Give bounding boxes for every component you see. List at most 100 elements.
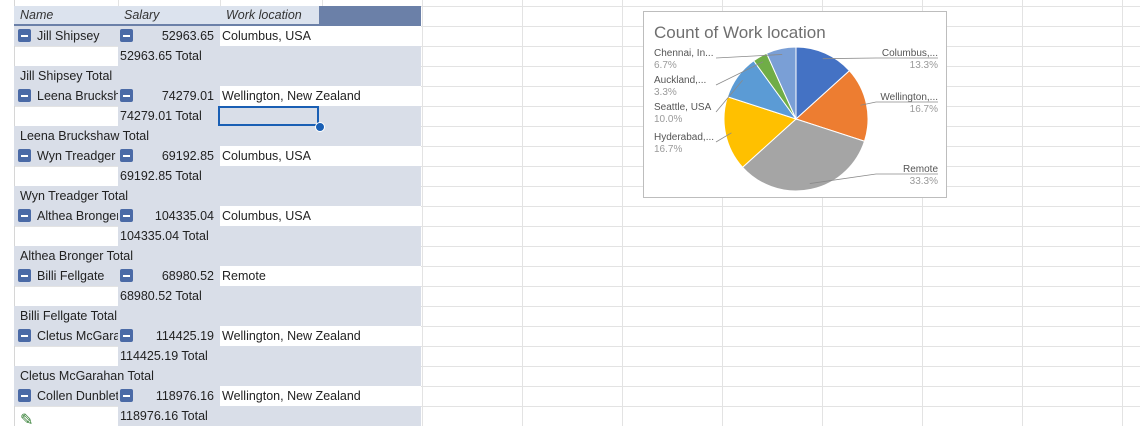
collapse-icon[interactable] xyxy=(120,269,133,282)
location-cell[interactable]: Columbus, USA xyxy=(220,146,421,166)
collapse-icon[interactable] xyxy=(120,89,133,102)
name-cell[interactable]: Jill Shipsey xyxy=(14,26,118,46)
slice-label: Wellington,... xyxy=(880,92,938,103)
salary-subtotal-row: 68980.52 Total xyxy=(14,286,421,306)
collapse-icon[interactable] xyxy=(120,389,133,402)
salary-total-text: 68980.52 Total xyxy=(120,289,202,303)
name-cell[interactable]: Collen Dunbleton xyxy=(14,386,118,406)
pie-slice xyxy=(723,96,797,168)
gridline-col xyxy=(622,0,623,426)
salary-cell[interactable]: 114425.19 xyxy=(118,326,220,346)
salary-cell[interactable]: 104335.04 xyxy=(118,206,220,226)
collapse-icon[interactable] xyxy=(18,269,31,283)
group-total-row: Wyn Treadger Total xyxy=(14,186,421,206)
name-text: Billi Fellgate xyxy=(37,269,105,283)
gridline-col xyxy=(1122,0,1123,426)
name-text: Collen Dunbleton xyxy=(37,389,118,403)
group-total-cell[interactable]: Wyn Treadger Total xyxy=(14,186,421,206)
salary-total-cell[interactable]: 114425.19 Total xyxy=(118,346,421,366)
name-cell[interactable]: Leena Bruckshaw xyxy=(14,86,118,106)
name-text: Cletus McGarahan xyxy=(37,329,118,343)
salary-cell[interactable]: 118976.16 xyxy=(118,386,220,406)
slice-label: Auckland,... xyxy=(654,75,706,86)
name-text: Althea Bronger xyxy=(37,209,118,223)
group-total-cell[interactable]: Cletus McGarahan Total xyxy=(14,366,421,386)
location-cell[interactable]: Wellington, New Zealand xyxy=(220,326,421,346)
slice-label: Hyderabad,... xyxy=(654,132,714,143)
group-total-cell[interactable]: Jill Shipsey Total xyxy=(14,66,421,86)
location-cell[interactable]: Columbus, USA xyxy=(220,206,421,226)
name-cell[interactable]: Cletus McGarahan xyxy=(14,326,118,346)
collapse-icon[interactable] xyxy=(18,29,31,43)
leader-line xyxy=(715,61,764,86)
chart-title: Count of Work location xyxy=(654,23,826,42)
salary-total-text: 74279.01 Total xyxy=(120,109,202,123)
salary-total-cell[interactable]: 104335.04 Total xyxy=(118,226,421,246)
salary-total-text: 104335.04 Total xyxy=(120,229,209,243)
location-cell[interactable]: Remote xyxy=(220,266,421,286)
active-cell-selection[interactable] xyxy=(218,106,319,126)
header-work-location[interactable]: Work location xyxy=(226,8,302,22)
header-salary[interactable]: Salary xyxy=(124,8,160,22)
salary-cell[interactable]: 52963.65 xyxy=(118,26,220,46)
pivot-table[interactable]: Name Salary Work location Jill Shipsey 52… xyxy=(14,6,421,426)
salary-subtotal-row: 74279.01 Total xyxy=(14,106,421,126)
salary-total-cell[interactable]: 118976.16 Total xyxy=(118,406,421,426)
salary-total-text: 114425.19 Total xyxy=(120,349,208,363)
leader-line xyxy=(715,132,732,143)
collapse-icon[interactable] xyxy=(120,149,133,162)
slice-percent: 33.3% xyxy=(910,176,938,187)
collapse-icon[interactable] xyxy=(18,389,31,403)
salary-text: 52963.65 xyxy=(161,29,214,43)
slice-percent: 16.7% xyxy=(910,104,938,115)
row-header-strip xyxy=(0,0,15,426)
gridline-col xyxy=(522,0,523,426)
collapse-icon[interactable] xyxy=(18,89,31,103)
salary-text: 68980.52 xyxy=(161,269,214,283)
group-total-cell[interactable]: Althea Bronger Total xyxy=(14,246,421,266)
chart-canvas: Count of Work location Columbus,...13.3% W… xyxy=(654,23,938,192)
salary-subtotal-row: 118976.16 Total xyxy=(14,406,421,426)
slice-percent: 10.0% xyxy=(654,114,682,125)
collapse-icon[interactable] xyxy=(120,209,133,222)
collapse-icon[interactable] xyxy=(18,149,31,163)
salary-cell[interactable]: 74279.01 xyxy=(118,86,220,106)
salary-total-cell[interactable]: 69192.85 Total xyxy=(118,166,421,186)
group-total-cell[interactable]: Billi Fellgate Total xyxy=(14,306,421,326)
fill-handle[interactable] xyxy=(315,122,325,132)
salary-total-text: 69192.85 Total xyxy=(120,169,202,183)
salary-total-cell[interactable]: 74279.01 Total xyxy=(118,106,421,126)
salary-total-cell[interactable]: 68980.52 Total xyxy=(118,286,421,306)
name-cell[interactable]: Wyn Treadger xyxy=(14,146,118,166)
salary-subtotal-row: 104335.04 Total xyxy=(14,226,421,246)
collapse-icon[interactable] xyxy=(18,329,31,343)
salary-cell[interactable]: 69192.85 xyxy=(118,146,220,166)
edit-pencil-icon[interactable]: ✎ xyxy=(20,412,34,429)
location-cell[interactable]: Wellington, New Zealand xyxy=(220,386,421,406)
name-text: Wyn Treadger xyxy=(37,149,116,163)
name-cell[interactable]: Althea Bronger xyxy=(14,206,118,226)
pivot-data-row: Wyn Treadger 69192.85 Columbus, USA xyxy=(14,146,421,166)
group-total-row: Cletus McGarahan Total xyxy=(14,366,421,386)
header-name[interactable]: Name xyxy=(20,8,54,22)
pivot-data-row: Althea Bronger 104335.04 Columbus, USA xyxy=(14,206,421,226)
name-cell[interactable]: Billi Fellgate xyxy=(14,266,118,286)
location-cell[interactable]: Columbus, USA xyxy=(220,26,421,46)
pie-chart[interactable]: Count of Work location Columbus,... 13.3% W… xyxy=(643,11,947,198)
slice-percent: 6.7% xyxy=(654,60,677,71)
salary-cell[interactable]: 68980.52 xyxy=(118,266,220,286)
salary-text: 114425.19 xyxy=(155,329,214,343)
group-total-row: Leena Bruckshaw Total xyxy=(14,126,421,146)
pivot-data-row: Jill Shipsey 52963.65 Columbus, USA xyxy=(14,26,421,46)
collapse-icon[interactable] xyxy=(120,329,133,342)
salary-text: 118976.16 xyxy=(155,389,214,403)
leader-line xyxy=(860,101,938,106)
salary-total-cell[interactable]: 52963.65 Total xyxy=(118,46,421,66)
salary-subtotal-row: 114425.19 Total xyxy=(14,346,421,366)
location-cell[interactable]: Wellington, New Zealand xyxy=(220,86,421,106)
name-text: Jill Shipsey xyxy=(37,29,100,43)
group-total-cell[interactable]: Leena Bruckshaw Total xyxy=(14,126,421,146)
collapse-icon[interactable] xyxy=(18,209,31,223)
pivot-data-row: Leena Bruckshaw 74279.01 Wellington, New Z… xyxy=(14,86,421,106)
collapse-icon[interactable] xyxy=(120,29,133,42)
